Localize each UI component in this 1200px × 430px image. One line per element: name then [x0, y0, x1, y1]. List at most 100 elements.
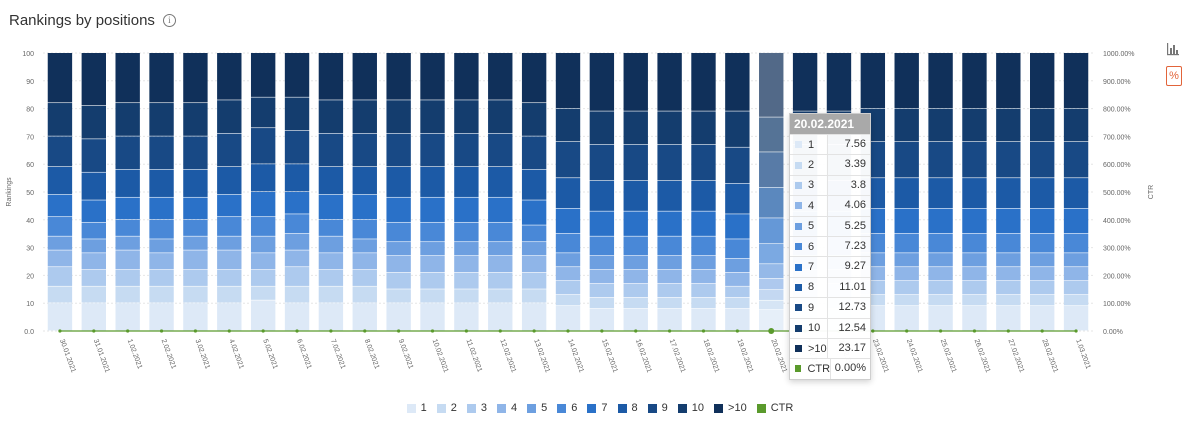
- bar-segment[interactable]: [488, 255, 513, 273]
- ctr-point[interactable]: [972, 329, 977, 333]
- bar-segment[interactable]: [928, 53, 953, 108]
- ctr-point[interactable]: [1006, 329, 1010, 333]
- bar-segment[interactable]: [386, 255, 411, 273]
- bar-segment[interactable]: [962, 108, 987, 142]
- bar-segment[interactable]: [352, 286, 377, 303]
- bar-segment[interactable]: [521, 169, 547, 200]
- bar-segment[interactable]: [284, 53, 310, 97]
- bar-chart-icon[interactable]: [1166, 42, 1180, 56]
- bar-segment[interactable]: [420, 53, 445, 100]
- bar-segment[interactable]: [454, 272, 479, 289]
- ctr-point[interactable]: [532, 329, 536, 333]
- bar-segment[interactable]: [318, 269, 344, 286]
- bar-segment[interactable]: [284, 250, 310, 267]
- legend-item[interactable]: 10: [677, 402, 704, 414]
- bar-segment[interactable]: [454, 222, 479, 242]
- bar-segment[interactable]: [589, 111, 615, 145]
- bar-segment[interactable]: [386, 197, 411, 222]
- bar-segment[interactable]: [81, 303, 106, 331]
- bar-segment[interactable]: [352, 133, 377, 167]
- bar-segment[interactable]: [589, 308, 615, 331]
- bar-segment[interactable]: [115, 219, 140, 236]
- bar-segment[interactable]: [759, 309, 784, 331]
- bar-segment[interactable]: [149, 239, 174, 253]
- bar-segment[interactable]: [657, 236, 682, 256]
- bar-segment[interactable]: [115, 250, 140, 270]
- bar-segment[interactable]: [691, 269, 716, 284]
- bar-segment[interactable]: [589, 269, 615, 284]
- bar-segment[interactable]: [1063, 141, 1089, 178]
- bar-segment[interactable]: [928, 178, 953, 209]
- bar-segment[interactable]: [521, 200, 547, 225]
- bar-segment[interactable]: [894, 294, 919, 306]
- legend-item[interactable]: 4: [497, 402, 517, 414]
- bar-segment[interactable]: [759, 152, 784, 188]
- bar-segment[interactable]: [521, 272, 547, 289]
- bar-segment[interactable]: [250, 236, 276, 253]
- ctr-point[interactable]: [1074, 329, 1078, 333]
- legend-item[interactable]: 7: [587, 402, 608, 414]
- bar-segment[interactable]: [115, 53, 140, 103]
- ctr-point[interactable]: [295, 329, 299, 333]
- bar-segment[interactable]: [47, 303, 73, 331]
- bar-segment[interactable]: [386, 53, 411, 100]
- percent-icon[interactable]: %: [1166, 66, 1182, 86]
- bar-segment[interactable]: [928, 280, 953, 295]
- bar-segment[interactable]: [962, 267, 987, 281]
- bar-segment[interactable]: [183, 286, 208, 303]
- bar-segment[interactable]: [454, 133, 479, 167]
- bar-segment[interactable]: [420, 255, 445, 273]
- bar-segment[interactable]: [691, 308, 716, 331]
- bar-segment[interactable]: [1030, 141, 1055, 178]
- bar-segment[interactable]: [725, 272, 750, 286]
- bar-segment[interactable]: [521, 225, 547, 242]
- bar-segment[interactable]: [115, 303, 140, 331]
- bar-segment[interactable]: [318, 236, 344, 253]
- bar-segment[interactable]: [488, 53, 513, 100]
- bar-segment[interactable]: [386, 100, 411, 134]
- bar-segment[interactable]: [623, 297, 648, 309]
- bar-segment[interactable]: [488, 222, 513, 242]
- bar-segment[interactable]: [386, 166, 411, 197]
- bar-segment[interactable]: [1063, 267, 1089, 281]
- bar-segment[interactable]: [250, 253, 276, 270]
- bar-segment[interactable]: [488, 166, 513, 197]
- bar-segment[interactable]: [318, 53, 344, 100]
- bar-segment[interactable]: [657, 283, 682, 298]
- bar-segment[interactable]: [454, 255, 479, 273]
- bar-segment[interactable]: [555, 233, 581, 253]
- bar-segment[interactable]: [47, 136, 73, 167]
- bar-segment[interactable]: [725, 214, 750, 239]
- bar-segment[interactable]: [555, 141, 581, 178]
- bar-segment[interactable]: [623, 211, 648, 236]
- bar-segment[interactable]: [149, 169, 174, 197]
- bar-segment[interactable]: [488, 242, 513, 256]
- ctr-point[interactable]: [735, 329, 739, 333]
- ctr-point[interactable]: [430, 329, 435, 333]
- bar-segment[interactable]: [183, 103, 208, 136]
- bar-segment[interactable]: [894, 280, 919, 295]
- bar-segment[interactable]: [284, 267, 310, 286]
- bar-segment[interactable]: [149, 286, 174, 303]
- bar-segment[interactable]: [555, 253, 581, 267]
- bar-segment[interactable]: [217, 286, 242, 303]
- bar-segment[interactable]: [183, 136, 208, 170]
- bar-segment[interactable]: [1030, 280, 1055, 295]
- bar-segment[interactable]: [996, 253, 1021, 267]
- ctr-point[interactable]: [701, 329, 706, 333]
- bar-segment[interactable]: [81, 53, 106, 106]
- bar-segment[interactable]: [352, 239, 377, 253]
- bar-segment[interactable]: [420, 133, 445, 167]
- bar-segment[interactable]: [115, 169, 140, 197]
- bar-segment[interactable]: [589, 180, 615, 211]
- bar-segment[interactable]: [996, 141, 1021, 178]
- bar-segment[interactable]: [47, 267, 73, 286]
- bar-segment[interactable]: [996, 108, 1021, 142]
- bar-segment[interactable]: [352, 219, 377, 239]
- bar-segment[interactable]: [894, 305, 919, 331]
- ctr-point[interactable]: [768, 328, 775, 334]
- bar-segment[interactable]: [996, 178, 1021, 209]
- bar-segment[interactable]: [488, 133, 513, 167]
- bar-segment[interactable]: [81, 105, 106, 139]
- legend-item[interactable]: 3: [466, 402, 487, 414]
